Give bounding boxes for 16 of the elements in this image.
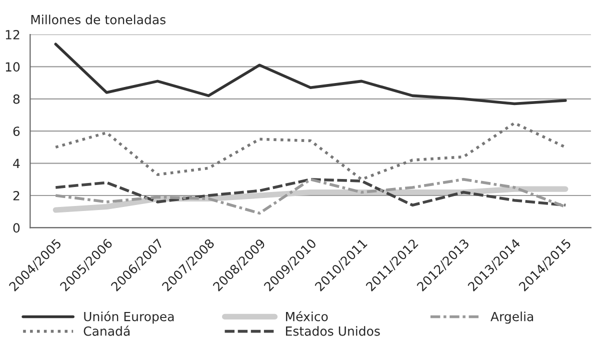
y-tick-label: 8 xyxy=(13,94,20,104)
line-series xyxy=(54,42,567,106)
y-tick-label: 10 xyxy=(6,62,20,72)
legend-label: Unión Europea xyxy=(84,311,174,324)
y-tick-label: 6 xyxy=(13,126,20,136)
line-series xyxy=(54,178,567,207)
y-tick-label: 12 xyxy=(6,30,20,40)
y-axis-title: Millones de toneladas xyxy=(31,14,166,24)
line-series xyxy=(54,122,567,181)
legend-label: México xyxy=(286,311,328,322)
legend-label: Argelia xyxy=(490,312,534,324)
y-tick-label: 2 xyxy=(13,190,20,200)
y-tick-label: 4 xyxy=(13,158,20,168)
y-tick-label: 0 xyxy=(13,223,20,233)
legend-label: Canadá xyxy=(84,326,130,336)
legend-label: Estados Unidos xyxy=(286,326,380,336)
